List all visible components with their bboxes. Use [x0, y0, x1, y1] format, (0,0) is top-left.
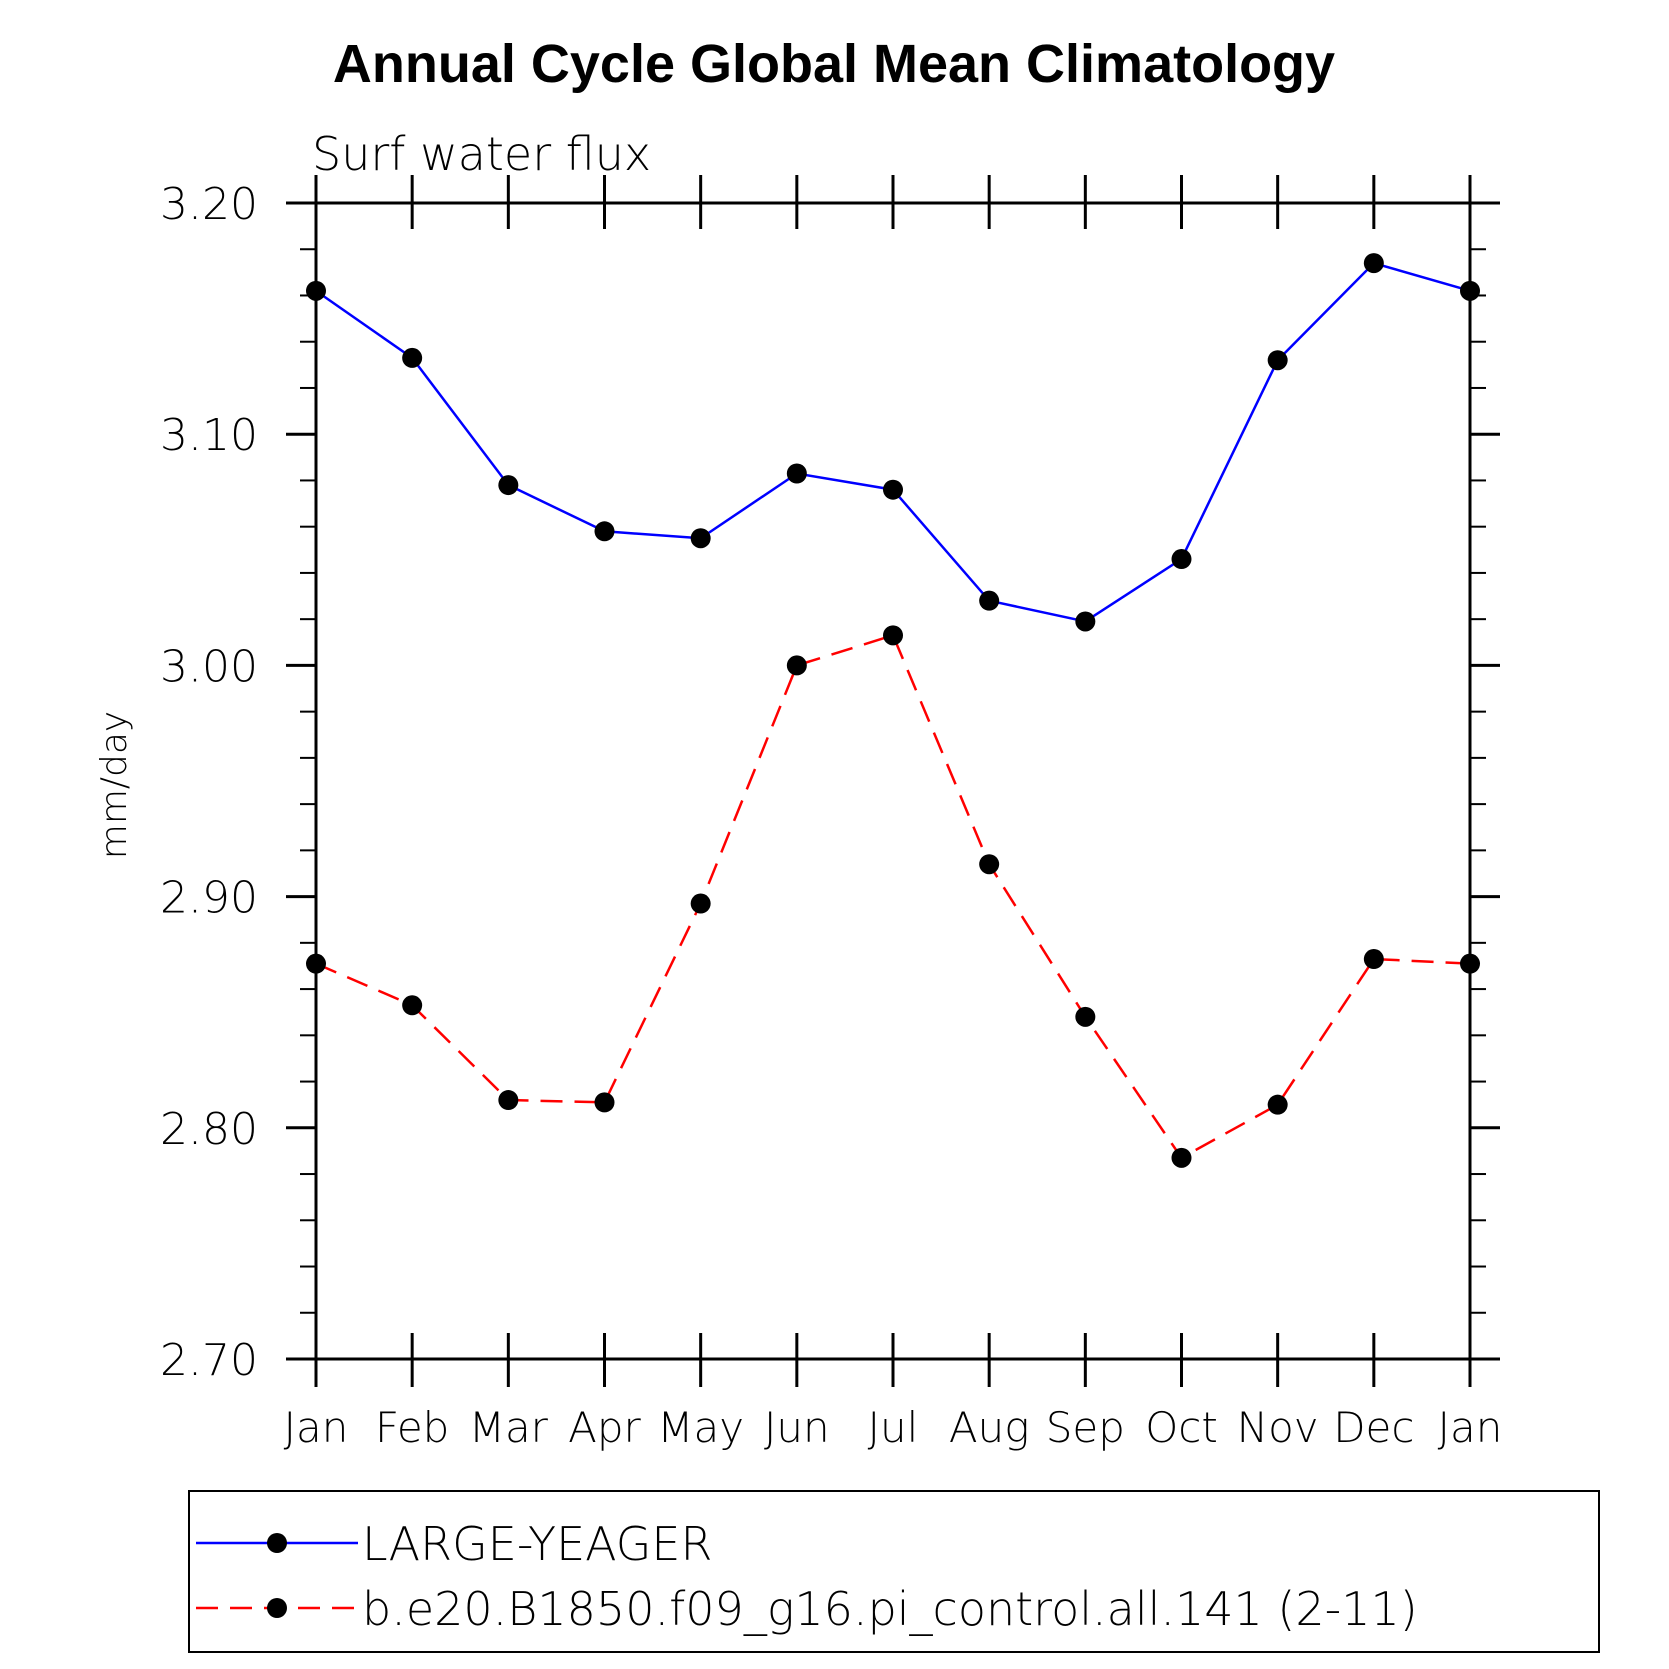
x-tick-label: Jun: [764, 1403, 830, 1452]
x-tick-label: Sep: [1046, 1403, 1125, 1452]
data-point: [1075, 611, 1096, 632]
data-point: [1363, 253, 1384, 274]
data-point: [306, 953, 326, 974]
y-tick-label: 2.80: [160, 1104, 258, 1155]
data-point: [1075, 1006, 1096, 1027]
data-point: [979, 854, 1000, 875]
data-point: [1460, 953, 1480, 974]
y-tick-label: 2.70: [160, 1335, 258, 1386]
x-tick-label: Mar: [469, 1403, 549, 1452]
data-point: [402, 347, 423, 368]
legend-marker: [267, 1598, 287, 1618]
data-point: [594, 521, 615, 542]
data-point: [786, 655, 807, 676]
data-point: [883, 479, 903, 500]
data-point: [402, 995, 423, 1016]
x-tick-label: Dec: [1333, 1403, 1414, 1452]
chart-title: Annual Cycle Global Mean Climatology: [333, 34, 1335, 94]
series-line: [315, 633, 1471, 1160]
x-tick-label: Jan: [1438, 1403, 1503, 1452]
data-point: [1267, 1094, 1288, 1115]
data-point: [786, 463, 807, 484]
data-point: [1171, 1147, 1192, 1168]
x-tick-label: Jan: [284, 1403, 349, 1452]
series-line: [315, 261, 1471, 623]
x-tick-label: Feb: [375, 1403, 449, 1452]
data-point: [1460, 280, 1480, 301]
data-point: [306, 280, 326, 301]
data-point: [979, 590, 1000, 611]
data-point: [690, 528, 711, 549]
data-point: [1171, 549, 1192, 570]
plot-frame: [314, 201, 1472, 1361]
data-point: [498, 1090, 519, 1111]
chart-subtitle: Surf water flux: [312, 127, 651, 181]
legend-label: LARGE-YEAGER: [362, 1517, 712, 1571]
legend: LARGE-YEAGER b.e20.B1850.f09_g16.pi_contr…: [188, 1490, 1600, 1653]
y-axis-label: mm/day: [94, 711, 135, 859]
data-series: [306, 253, 1480, 1168]
x-tick-label: Nov: [1237, 1403, 1319, 1452]
x-tick-label: Jul: [868, 1403, 919, 1452]
x-tick-label: May: [657, 1403, 744, 1452]
axis-ticks: Jan Feb Mar Apr May Jun Jul Aug Sep Oct Nov Dec Jan 2…: [160, 175, 1502, 1452]
data-point: [1363, 949, 1384, 970]
y-tick-label: 3.20: [160, 179, 258, 230]
data-point: [498, 475, 519, 496]
legend-label: b.e20.B1850.f09_g16.pi_control.all.141 (…: [362, 1582, 1418, 1636]
legend-box: [188, 1490, 1600, 1653]
y-tick-label: 3.10: [160, 410, 258, 461]
data-point: [1267, 350, 1288, 371]
x-tick-label: Oct: [1145, 1403, 1218, 1452]
y-tick-label: 2.90: [160, 873, 258, 924]
x-tick-label: Aug: [949, 1403, 1030, 1452]
legend-marker: [267, 1533, 287, 1553]
y-tick-label: 3.00: [160, 641, 258, 692]
data-point: [883, 625, 903, 646]
x-tick-label: Apr: [568, 1403, 641, 1452]
data-point: [594, 1092, 615, 1113]
data-point: [690, 893, 711, 914]
